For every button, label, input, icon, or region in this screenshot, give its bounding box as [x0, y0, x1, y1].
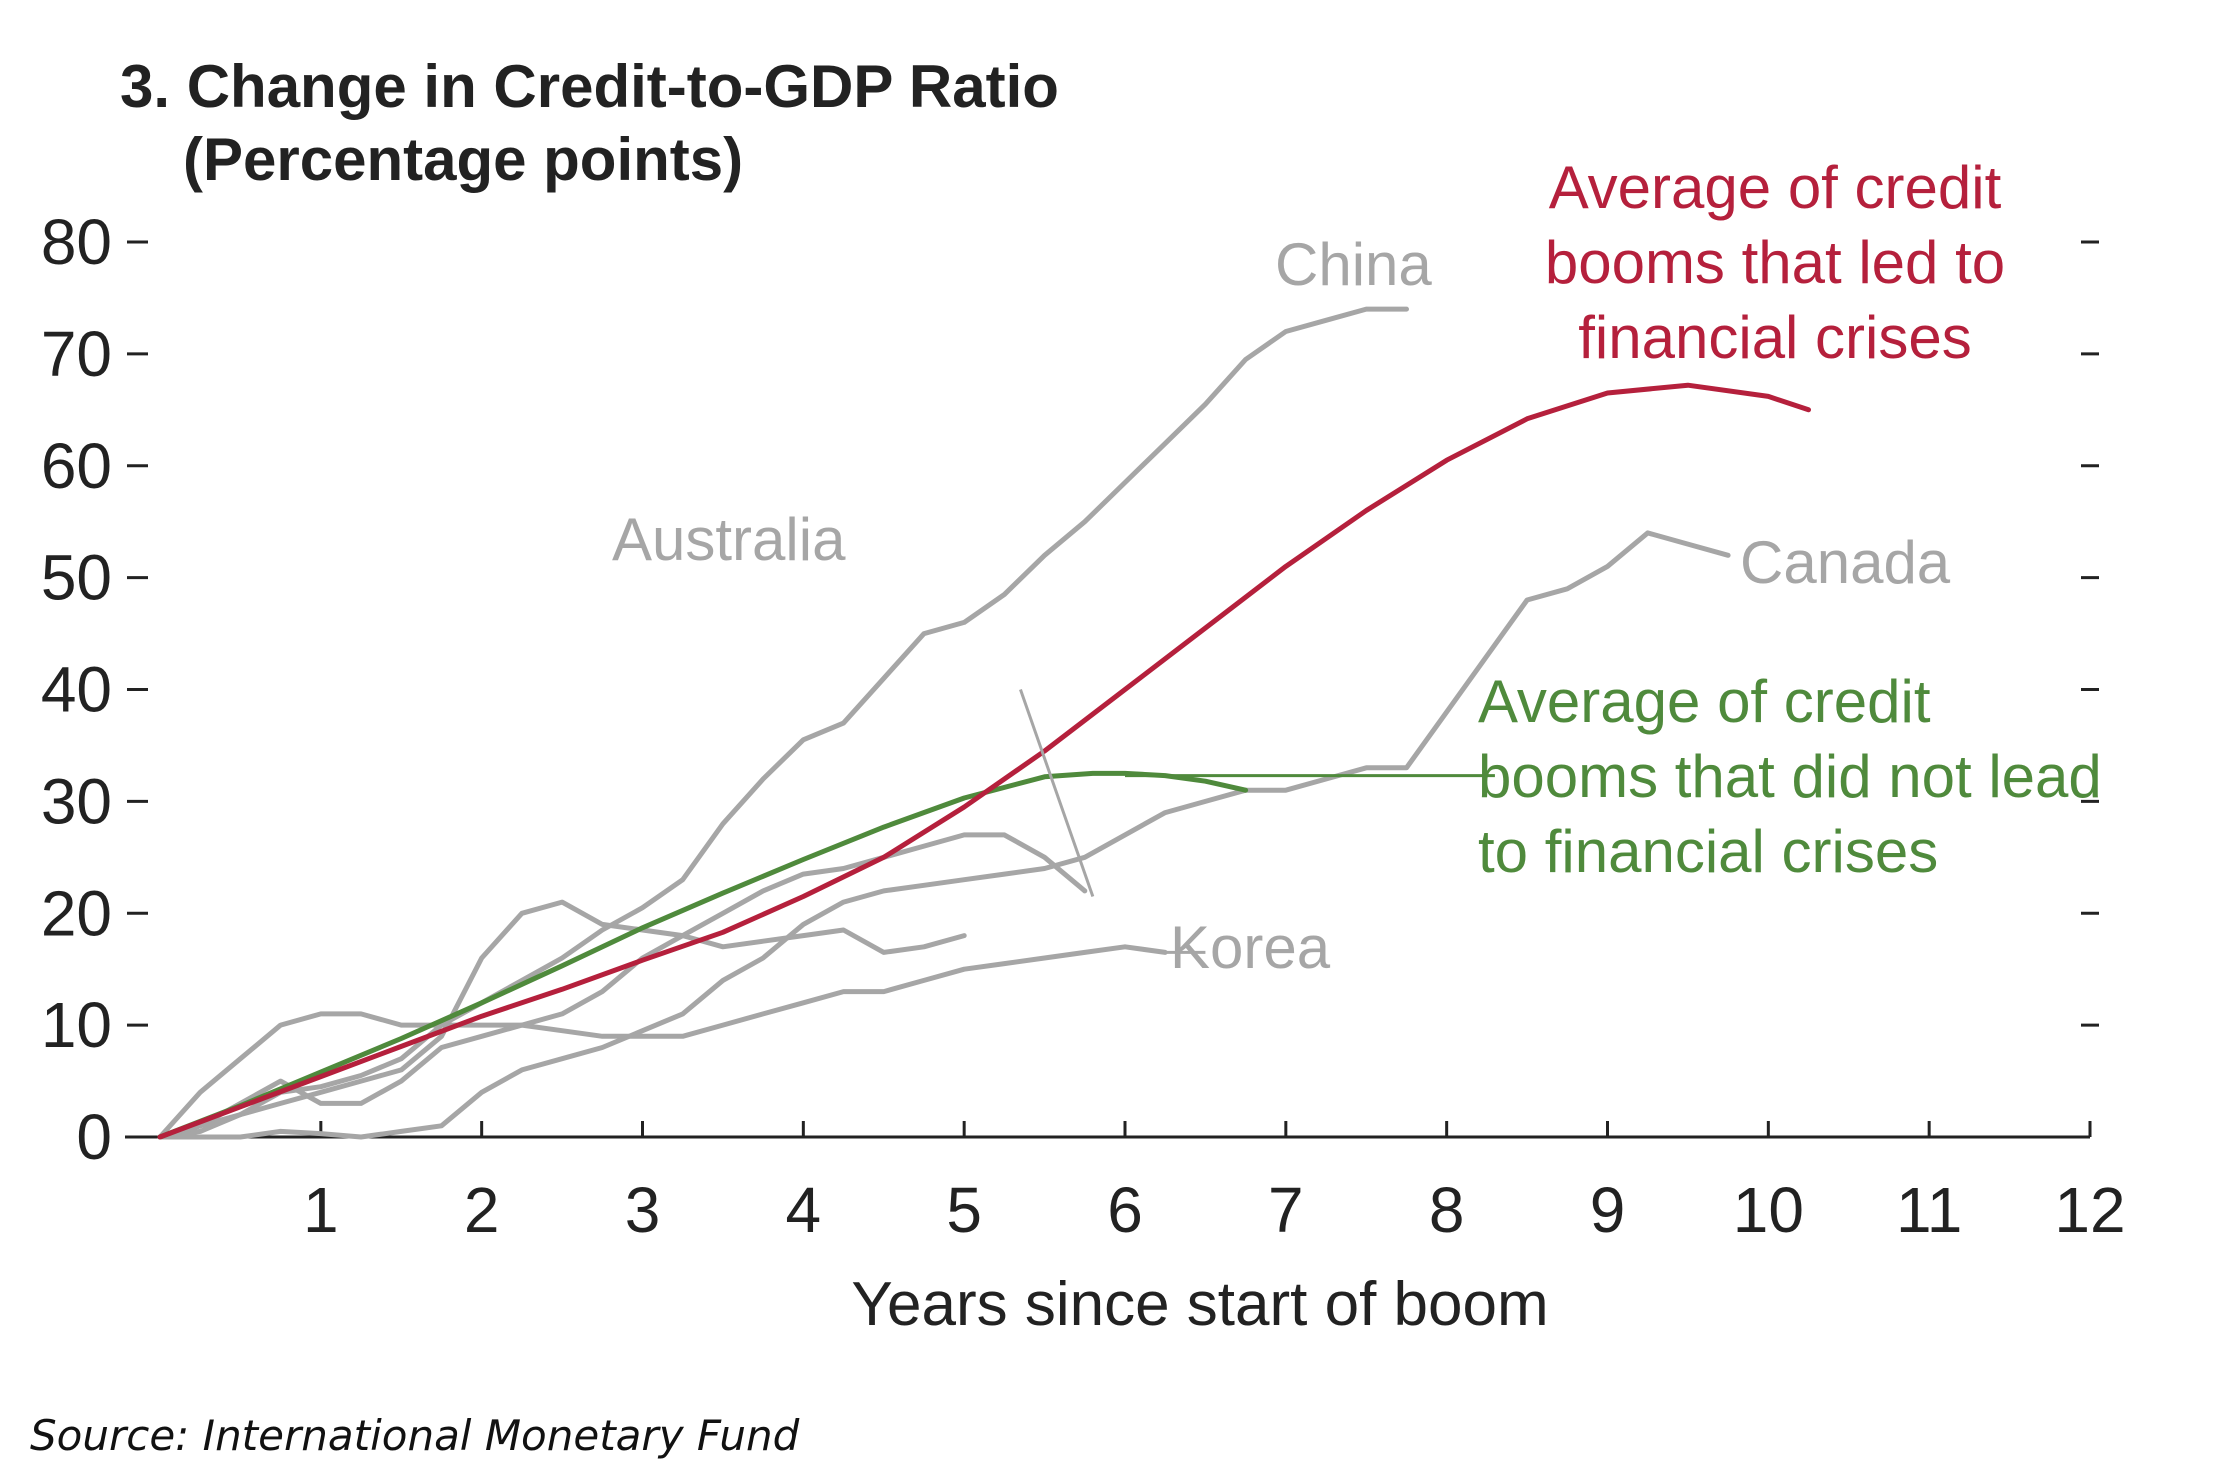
label-korea: Korea: [1170, 914, 1331, 981]
leader-canada: [1647, 531, 1729, 557]
x-tick-label: 5: [946, 1174, 982, 1246]
y-tick-label: 50: [41, 542, 112, 614]
label-no-crisis-average-line2: booms that did not lead: [1478, 743, 2102, 810]
label-crisis-average: Average of credit booms that led to fina…: [1545, 154, 2005, 371]
series-line-korea: [157, 944, 1168, 1140]
y-tick-label: 0: [76, 1101, 112, 1173]
series-line-average-of-credit-booms-that-led-to-financial-crises: [157, 382, 1811, 1140]
y-tick-label: 80: [41, 206, 112, 278]
series-line-average-of-credit-booms-that-did-not-lead-to-financial-crises: [157, 770, 1249, 1140]
series-layer: [157, 306, 1811, 1140]
series-line-china: [157, 306, 1409, 1140]
label-crisis-average-line2: booms that led to: [1545, 229, 2005, 296]
y-tick-label: 30: [41, 765, 112, 837]
label-no-crisis-average-line1: Average of credit: [1478, 668, 1931, 735]
label-crisis-average-line1: Average of credit: [1549, 154, 2002, 221]
x-tick-label: 8: [1429, 1174, 1465, 1246]
x-tick-label: 6: [1107, 1174, 1143, 1246]
label-crisis-average-line3: financial crises: [1578, 304, 1972, 371]
leader-australia: [1019, 689, 1095, 897]
x-tick-label: 2: [464, 1174, 500, 1246]
x-tick-label: 1: [303, 1174, 339, 1246]
label-china: China: [1275, 231, 1432, 298]
series-line-australia: [157, 832, 1088, 1140]
chart-subtitle: (Percentage points): [183, 126, 743, 193]
y-tick-label: 20: [41, 877, 112, 949]
source-note: Source: International Monetary Fund: [30, 1411, 800, 1460]
x-tick-label: 3: [625, 1174, 661, 1246]
chart-title: 3. Change in Credit-to-GDP Ratio: [120, 53, 1059, 120]
label-no-crisis-average: Average of credit booms that did not lea…: [1478, 668, 2102, 885]
label-no-crisis-average-line3: to financial crises: [1478, 818, 1938, 885]
y-tick-label: 60: [41, 430, 112, 502]
label-canada: Canada: [1740, 529, 1951, 596]
x-tick-label: 11: [1896, 1174, 1962, 1246]
x-tick-label: 9: [1590, 1174, 1626, 1246]
y-tick-label: 70: [41, 318, 112, 390]
x-axis-label: Years since start of boom: [851, 1270, 1548, 1339]
x-tick-label: 12: [2054, 1174, 2125, 1246]
series-line-canada: [157, 530, 1731, 1140]
y-tick-label: 40: [41, 654, 112, 726]
y-tick-label: 10: [41, 989, 112, 1061]
x-tick-label: 7: [1268, 1174, 1304, 1246]
x-tick-label: 4: [786, 1174, 822, 1246]
series-line-unlabeled: [157, 899, 967, 1140]
label-australia: Australia: [612, 506, 846, 573]
x-tick-label: 10: [1733, 1174, 1804, 1246]
